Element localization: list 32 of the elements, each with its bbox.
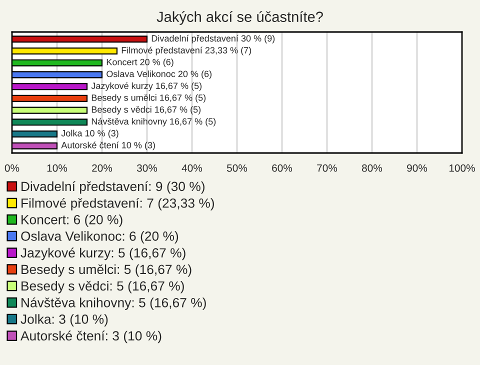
x-tick-label: 80% [362,164,382,172]
data-label: Divadelní představení 30 % (9) [152,34,275,44]
data-label: Besedy s vědci 16,67 % (5) [92,106,201,115]
data-label: Koncert 20 % (6) [106,58,174,68]
legend-label: Jolka: 3 (10 %) [20,314,108,326]
legend-label: Oslava Velikonoc: 6 (20 %) [21,231,178,244]
x-tick-label: 0% [4,164,20,172]
legend-label: Autorské čtení: 3 (10 %) [20,330,162,344]
x-tick-label: 70% [317,164,338,172]
legend-label: Besedy s vědci: 5 (16,67 %) [22,280,184,294]
legend-label: Jazykové kurzy: 5 (16,67 %) [20,248,186,260]
x-tick-label: 90% [407,164,428,172]
x-tick-label: 50% [226,164,248,172]
legend-label: Koncert: 6 (20 %) [22,214,122,227]
chart-title: Jakých akcí se účastníte? [156,11,323,25]
legend-label: Besedy s umělci: 5 (16,67 %) [22,264,192,277]
data-label: Besedy s umělci 16,67 % (5) [92,94,206,103]
x-tick-label: 20% [92,164,112,172]
data-label: Jazykové kurzy 16,67 % (5) [91,82,202,91]
x-tick-label: 100% [449,164,475,172]
legend-label: Návštěva knihovny: 5 (16,67 %) [22,297,206,310]
data-label: Návštěva knihovny 16,67 % (5) [92,118,216,126]
legend-label: Divadelní představení: 9 (30 %) [22,181,204,194]
legend-label: Filmové představení: 7 (23,33 %) [22,198,214,210]
data-label: Filmové představení 23,33 % (7) [122,46,252,56]
x-tick-label: 40% [182,164,202,172]
x-tick-label: 10% [47,164,68,172]
data-label: Oslava Velikonoc 20 % (6) [106,70,212,79]
x-tick-label: 60% [272,164,292,172]
data-label: Autorské čtení 10 % (3) [61,142,155,150]
x-tick-label: 30% [136,164,158,172]
data-label: Jolka 10 % (3) [61,130,118,138]
